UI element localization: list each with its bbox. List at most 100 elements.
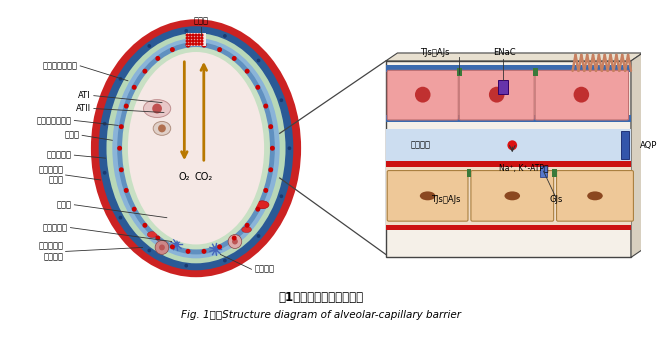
Circle shape <box>120 216 122 219</box>
Text: GJs: GJs <box>549 195 563 204</box>
Bar <box>386 115 631 122</box>
FancyBboxPatch shape <box>471 171 554 221</box>
Circle shape <box>415 87 430 103</box>
Circle shape <box>103 122 106 125</box>
Circle shape <box>218 245 221 248</box>
Bar <box>457 68 462 76</box>
Ellipse shape <box>236 206 250 214</box>
Ellipse shape <box>242 227 252 232</box>
Ellipse shape <box>143 100 171 117</box>
Circle shape <box>192 40 194 42</box>
Circle shape <box>232 239 238 245</box>
Circle shape <box>201 40 203 42</box>
Text: AQP: AQP <box>640 141 657 150</box>
Text: 图1　肺气血屏障结构简图: 图1 肺气血屏障结构简图 <box>278 290 363 304</box>
Ellipse shape <box>122 47 270 250</box>
Circle shape <box>143 224 147 227</box>
Text: ENaC: ENaC <box>493 48 516 57</box>
Circle shape <box>202 43 206 47</box>
FancyBboxPatch shape <box>387 171 468 221</box>
Circle shape <box>245 69 249 73</box>
Circle shape <box>574 87 589 103</box>
Text: 毛细血管内
皮基底膜: 毛细血管内 皮基底膜 <box>39 242 64 261</box>
Text: TJs、AJs: TJs、AJs <box>420 48 449 57</box>
Text: O₂: O₂ <box>179 172 190 182</box>
Circle shape <box>155 241 169 255</box>
Text: 成纤维细胞: 成纤维细胞 <box>43 223 68 232</box>
Circle shape <box>187 250 190 253</box>
Circle shape <box>192 34 194 36</box>
Ellipse shape <box>175 218 188 226</box>
Circle shape <box>269 168 273 172</box>
Bar <box>533 68 537 76</box>
Circle shape <box>103 172 106 174</box>
Ellipse shape <box>191 236 201 242</box>
Circle shape <box>489 87 505 103</box>
Ellipse shape <box>153 121 171 135</box>
Circle shape <box>143 69 147 73</box>
Circle shape <box>189 43 191 45</box>
Ellipse shape <box>117 42 275 255</box>
Circle shape <box>213 247 218 252</box>
Circle shape <box>171 48 174 51</box>
Ellipse shape <box>420 192 436 200</box>
Circle shape <box>256 208 260 211</box>
Bar <box>466 169 472 177</box>
Circle shape <box>198 40 200 42</box>
Circle shape <box>148 45 150 47</box>
Circle shape <box>148 249 150 252</box>
Ellipse shape <box>505 192 520 200</box>
Bar <box>497 80 509 94</box>
Circle shape <box>280 195 283 198</box>
Circle shape <box>124 104 128 108</box>
Circle shape <box>187 43 190 47</box>
Ellipse shape <box>106 33 286 263</box>
Circle shape <box>258 235 260 237</box>
Bar <box>386 161 631 167</box>
Circle shape <box>189 40 191 42</box>
Text: 肺泡上皮基底膜: 肺泡上皮基底膜 <box>36 116 72 125</box>
Circle shape <box>271 146 274 150</box>
Circle shape <box>258 59 260 62</box>
Text: Na⁺, K⁺-ATP酶: Na⁺, K⁺-ATP酶 <box>499 163 549 172</box>
Circle shape <box>120 168 123 172</box>
Circle shape <box>195 37 197 39</box>
Circle shape <box>187 34 188 36</box>
Circle shape <box>189 37 191 39</box>
Circle shape <box>189 34 191 36</box>
Circle shape <box>198 43 200 45</box>
Ellipse shape <box>196 216 210 224</box>
FancyBboxPatch shape <box>459 70 534 120</box>
Circle shape <box>195 34 197 36</box>
Text: 免疫细胞: 免疫细胞 <box>254 265 275 274</box>
Ellipse shape <box>99 26 293 270</box>
Circle shape <box>124 189 128 192</box>
Circle shape <box>201 34 203 36</box>
Polygon shape <box>386 53 643 61</box>
Circle shape <box>264 189 267 192</box>
Circle shape <box>224 35 226 37</box>
Circle shape <box>192 43 194 45</box>
Ellipse shape <box>587 192 602 200</box>
Circle shape <box>174 242 179 247</box>
Ellipse shape <box>155 211 169 219</box>
Circle shape <box>280 99 283 101</box>
Bar <box>386 61 631 257</box>
Circle shape <box>201 43 203 45</box>
Polygon shape <box>631 53 643 257</box>
Ellipse shape <box>128 52 264 245</box>
Circle shape <box>185 30 187 32</box>
Bar <box>541 166 547 177</box>
Bar <box>386 167 631 225</box>
Circle shape <box>195 40 197 42</box>
Circle shape <box>195 43 197 45</box>
Text: 毛细血管腔: 毛细血管腔 <box>47 151 72 160</box>
Ellipse shape <box>147 232 157 237</box>
Circle shape <box>159 245 165 250</box>
FancyBboxPatch shape <box>535 70 629 120</box>
Text: 肺泡表面液体层: 肺泡表面液体层 <box>42 61 78 70</box>
FancyBboxPatch shape <box>187 33 206 46</box>
Circle shape <box>156 236 160 240</box>
Circle shape <box>224 259 226 262</box>
Text: ATI: ATI <box>78 91 91 100</box>
